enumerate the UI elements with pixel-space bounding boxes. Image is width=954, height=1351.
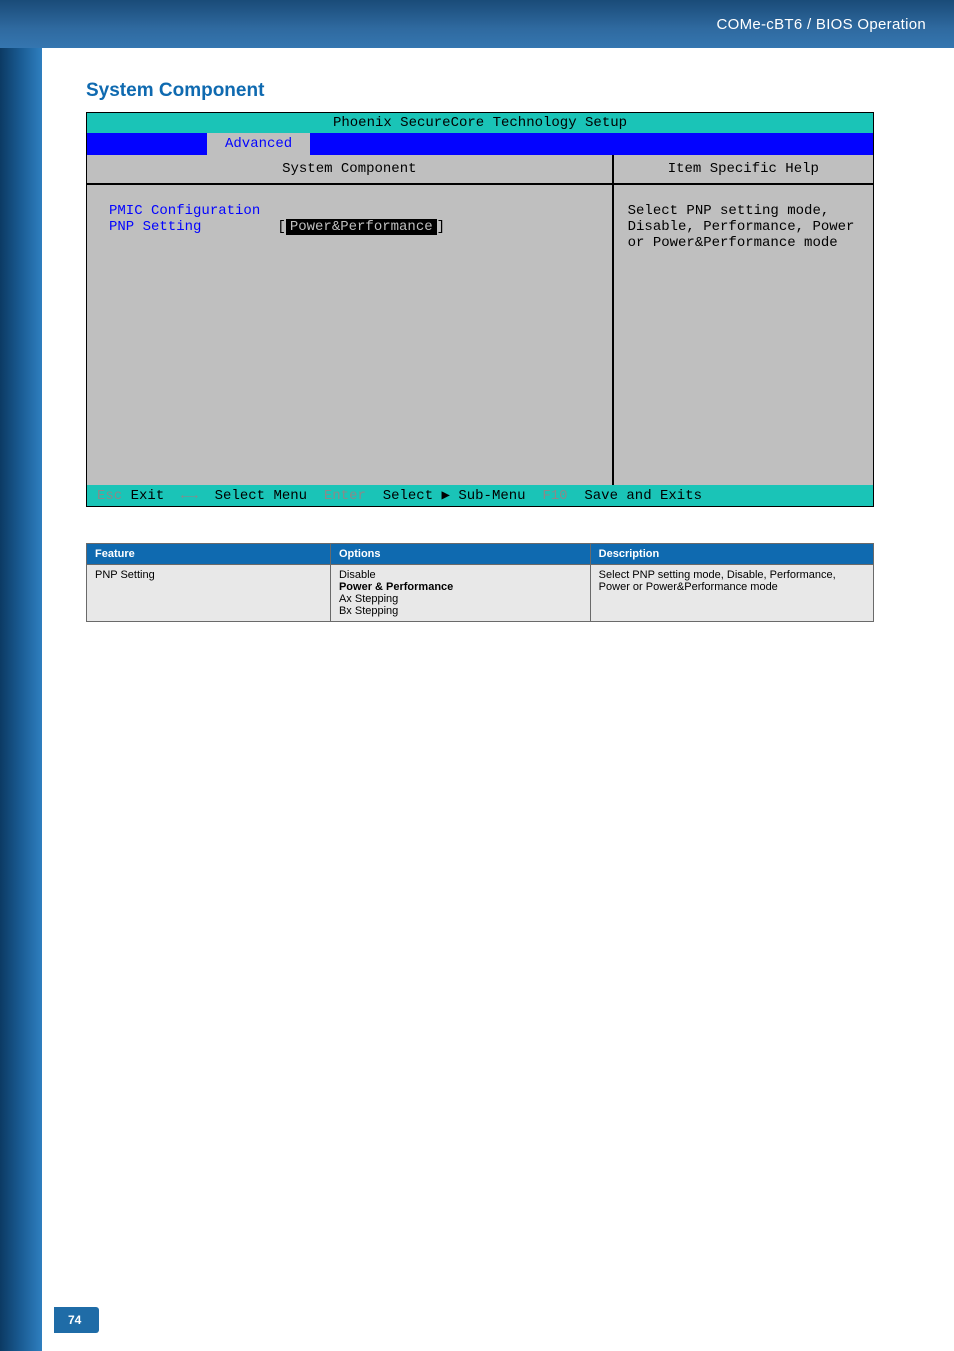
- key-select-menu: Select Menu: [198, 488, 324, 504]
- bios-tab-bar: Advanced: [87, 133, 873, 155]
- bios-body: System Component PMIC Configuration PNP …: [87, 155, 873, 485]
- left-rail: [0, 0, 42, 1351]
- opt-0: Disable: [339, 569, 582, 581]
- key-select-submenu: Select ▶ Sub-Menu: [366, 488, 542, 504]
- opt-3: Bx Stepping: [339, 605, 582, 617]
- table-body: PNP Setting Disable Power & Performance …: [87, 565, 874, 622]
- col-options: Options: [330, 544, 590, 565]
- table-row: PNP Setting Disable Power & Performance …: [87, 565, 874, 622]
- feature-options-table: Feature Options Description PNP Setting …: [86, 543, 874, 622]
- bios-left-header: System Component: [87, 155, 612, 185]
- bios-help-text: Select PNP setting mode, Disable, Perfor…: [614, 185, 873, 485]
- pnp-setting-value[interactable]: Power&Performance: [286, 219, 437, 235]
- bios-right-column: Item Specific Help Select PNP setting mo…: [614, 155, 873, 485]
- cell-feature: PNP Setting: [87, 565, 331, 622]
- col-feature: Feature: [87, 544, 331, 565]
- key-enter: Enter: [324, 488, 366, 504]
- bracket-close: ]: [437, 219, 445, 235]
- bios-settings-panel: PMIC Configuration PNP Setting [Power&Pe…: [87, 185, 612, 485]
- bios-right-header: Item Specific Help: [614, 155, 873, 185]
- opt-2: Ax Stepping: [339, 593, 582, 605]
- col-description: Description: [590, 544, 873, 565]
- pnp-setting-label: PNP Setting: [109, 219, 269, 235]
- content-area: System Component Phoenix SecureCore Tech…: [86, 80, 874, 622]
- key-save-exits: Save and Exits: [568, 488, 702, 504]
- key-f10: F10: [542, 488, 567, 504]
- page-number: 74: [54, 1307, 99, 1333]
- table-head: Feature Options Description: [87, 544, 874, 565]
- pnp-setting-row[interactable]: PNP Setting [Power&Performance]: [109, 219, 598, 235]
- key-exit: Exit: [122, 488, 181, 504]
- bios-title-bar: Phoenix SecureCore Technology Setup: [87, 113, 873, 133]
- bios-window: Phoenix SecureCore Technology Setup Adva…: [86, 112, 874, 507]
- table-header-row: Feature Options Description: [87, 544, 874, 565]
- cell-description: Select PNP setting mode, Disable, Perfor…: [590, 565, 873, 622]
- key-arrows: ←→: [181, 488, 198, 504]
- key-esc: Esc: [97, 488, 122, 504]
- bracket-open: [: [277, 219, 285, 235]
- section-title: System Component: [86, 80, 874, 102]
- pnp-setting-value-wrapper: [Power&Performance]: [277, 219, 445, 235]
- breadcrumb: COMe-cBT6 / BIOS Operation: [716, 16, 926, 33]
- bios-footer: Esc Exit ←→ Select Menu Enter Select ▶ S…: [87, 485, 873, 506]
- cell-options: Disable Power & Performance Ax Stepping …: [330, 565, 590, 622]
- opt-1: Power & Performance: [339, 581, 582, 593]
- bios-left-column: System Component PMIC Configuration PNP …: [87, 155, 614, 485]
- pmic-config-item[interactable]: PMIC Configuration: [109, 203, 598, 219]
- tab-advanced[interactable]: Advanced: [207, 133, 310, 155]
